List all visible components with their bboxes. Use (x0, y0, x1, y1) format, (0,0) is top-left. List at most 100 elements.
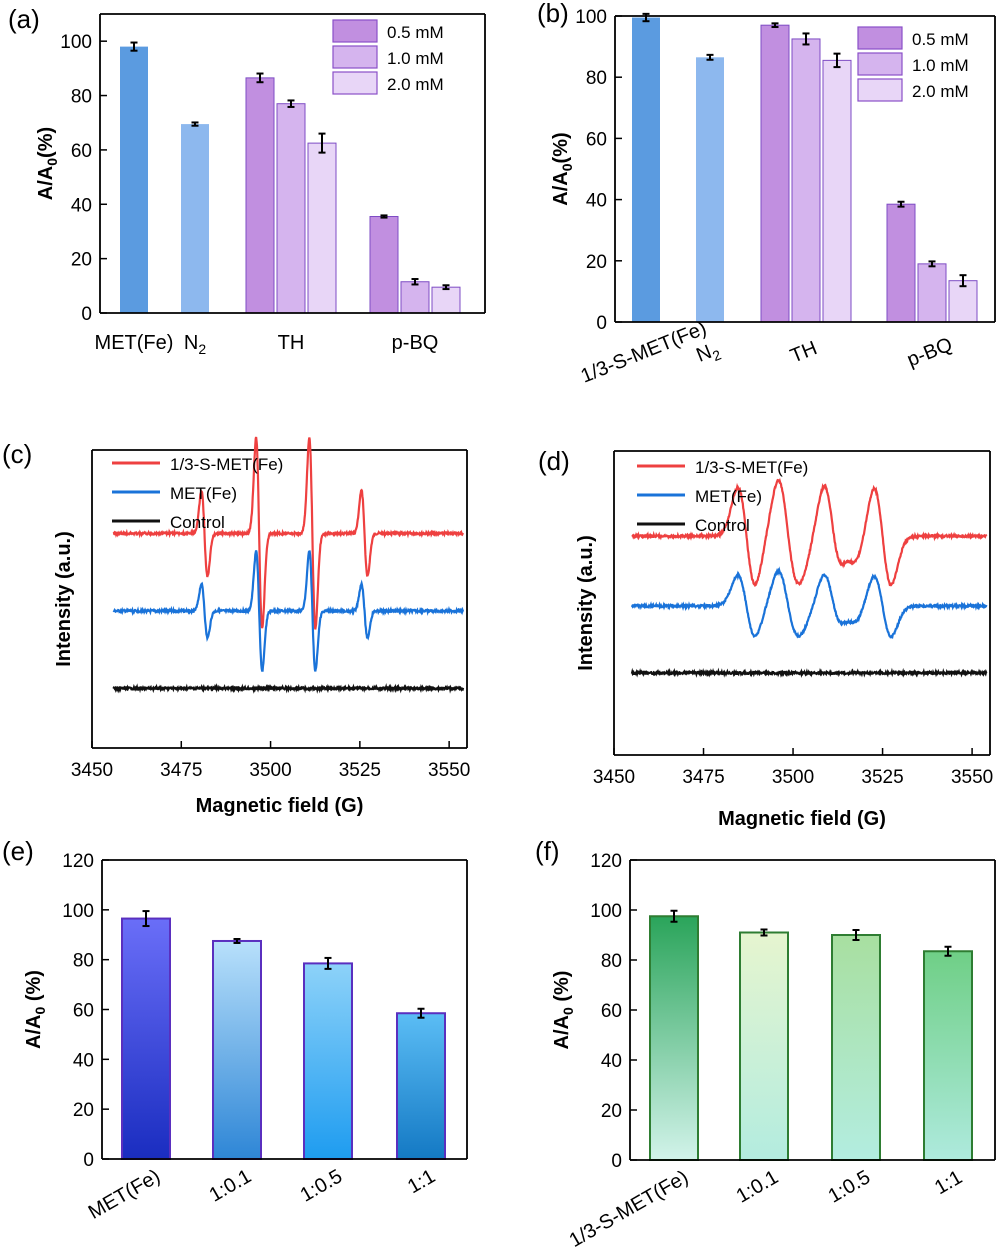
panel-label: (f) (535, 836, 560, 866)
category-main: MET(Fe) (95, 332, 174, 354)
y-tick-label: 0 (611, 1151, 622, 1172)
category-label: p-BQ (904, 333, 956, 371)
ylabel-tail: (%) (551, 971, 573, 1008)
legend-label: 1/3-S-MET(Fe) (695, 458, 808, 477)
x-tick-label: 3475 (682, 767, 724, 788)
category-label: N2 (693, 338, 723, 370)
bar (369, 216, 399, 314)
x-tick-label: 3450 (593, 767, 635, 788)
x-tick-label: 3475 (160, 760, 202, 781)
y-tick-label: 100 (62, 901, 94, 922)
y-tick-label: 20 (71, 250, 92, 271)
y-tick-label: 120 (62, 851, 94, 872)
panel-3: (d) 3450 3475 3500 3525 3550 Magnetic field (G… (538, 446, 993, 830)
y-tick-label: 80 (73, 951, 94, 972)
category-label: MET(Fe) (95, 332, 174, 354)
y-axis-label: A/A0 (%) (23, 970, 48, 1049)
y-tick-label: 100 (575, 7, 607, 28)
y-tick-label: 40 (71, 195, 92, 216)
y-tick-label: 60 (73, 1001, 94, 1022)
ylabel-main: A/A (35, 166, 57, 200)
y-tick-label: 60 (601, 1001, 622, 1022)
category-label: 1:0.1 (733, 1166, 783, 1207)
legend-swatch (332, 45, 378, 69)
category-label: TH (787, 337, 820, 367)
legend-label: MET(Fe) (170, 484, 237, 503)
panel-label: (c) (2, 439, 32, 469)
panel-label: (b) (537, 0, 569, 28)
legend-label: 0.5 mM (387, 23, 444, 42)
category-main: TH (787, 337, 820, 367)
bar (276, 103, 306, 314)
y-tick-label: 20 (601, 1101, 622, 1122)
bar (212, 939, 262, 1161)
bar (396, 1012, 446, 1160)
bar (791, 38, 821, 323)
y-axis-label: A/A0 (%) (551, 971, 576, 1050)
spectrum-line (631, 477, 988, 587)
ylabel-main: A/A (550, 171, 572, 205)
bar (886, 203, 916, 323)
bar (760, 24, 790, 323)
bar (632, 17, 660, 323)
x-tick-label: 3500 (772, 767, 814, 788)
category-label: 1:0.1 (206, 1165, 256, 1206)
ylabel-tail: (%) (23, 970, 45, 1007)
ylabel-sub: 0 (32, 1007, 48, 1015)
bar (649, 915, 699, 1161)
category-label: p-BQ (392, 332, 439, 354)
spectrum-line (112, 550, 465, 672)
x-axis-label: Magnetic field (G) (196, 795, 364, 817)
y-tick-label: 0 (83, 1150, 94, 1171)
bar (400, 281, 430, 314)
ylabel-main: A/A (551, 1015, 573, 1049)
y-tick-label: 60 (586, 129, 607, 150)
category-label: 1:1 (404, 1165, 439, 1198)
bar (831, 934, 881, 1161)
x-tick-label: 3550 (428, 760, 470, 781)
y-tick-label: 20 (73, 1100, 94, 1121)
bar (923, 950, 973, 1161)
y-axis-label: A/A0(%) (35, 127, 60, 200)
legend-label: 2.0 mM (912, 82, 969, 101)
legend-label: 1.0 mM (387, 49, 444, 68)
category-label: 1:1 (931, 1166, 966, 1199)
spectrum-line (112, 683, 465, 694)
category-main: TH (278, 332, 305, 354)
bar (822, 59, 852, 323)
legend-label: 1/3-S-MET(Fe) (170, 455, 283, 474)
y-axis-label: A/A0(%) (550, 132, 575, 205)
legend-label: MET(Fe) (695, 487, 762, 506)
x-tick-label: 3525 (861, 767, 903, 788)
panel-5: (f) 1/3-S-MET(Fe) 1:0.1 1:0.5 1:1 0 20 40 60 80 10… (535, 836, 996, 1249)
ylabel-sub: 0 (44, 158, 60, 166)
bar (303, 962, 353, 1161)
spectrum-line (112, 436, 465, 630)
y-tick-label: 20 (586, 252, 607, 273)
category-sub: 2 (198, 341, 206, 357)
y-tick-label: 80 (601, 951, 622, 972)
y-tick-label: 100 (590, 901, 622, 922)
legend-label: 0.5 mM (912, 30, 969, 49)
y-tick-label: 40 (73, 1050, 94, 1071)
bar (120, 46, 148, 313)
category-label: MET(Fe) (85, 1165, 164, 1223)
panel-4: (e) MET(Fe) 1:0.1 1:0.5 1:1 0 20 40 60 80 100 120 (2, 836, 468, 1224)
y-axis-label: Intensity (a.u.) (575, 535, 597, 671)
legend-label: 2.0 mM (387, 75, 444, 94)
y-tick-label: 120 (590, 851, 622, 872)
bar (696, 57, 724, 323)
bar (917, 263, 947, 323)
ylabel-tail: (%) (35, 127, 57, 158)
bar (948, 280, 978, 323)
y-axis-label: Intensity (a.u.) (53, 531, 75, 667)
x-tick-label: 3550 (951, 767, 993, 788)
category-main: p-BQ (392, 332, 439, 354)
category-label: 1:0.5 (825, 1166, 875, 1207)
panel-label: (e) (2, 836, 34, 866)
legend-swatch (857, 78, 903, 102)
panel-label: (d) (538, 446, 570, 476)
x-tick-label: 3500 (249, 760, 291, 781)
